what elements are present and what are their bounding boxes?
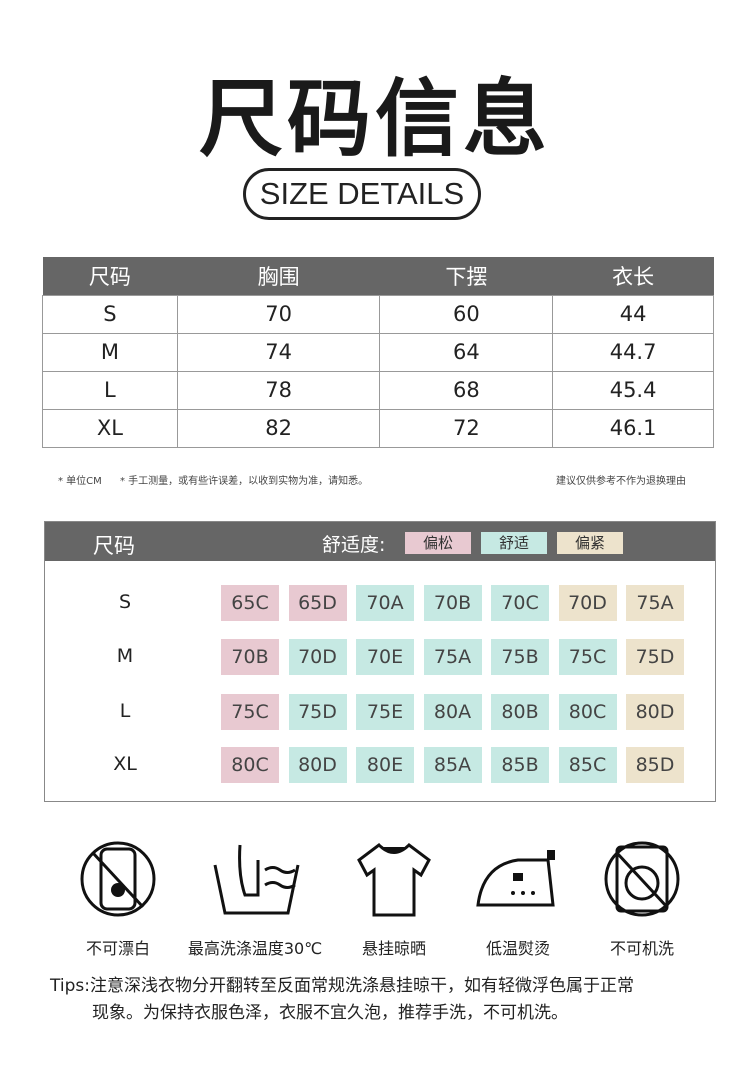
fit-cell: 65C xyxy=(221,585,279,621)
fit-cell: 75D xyxy=(288,694,347,730)
no-bleach-icon xyxy=(73,835,163,920)
fit-cell: 70D xyxy=(558,585,617,621)
table-row: M 74 64 44.7 xyxy=(42,332,714,372)
table-cell: 45.4 xyxy=(552,370,714,410)
table-cell: 44.7 xyxy=(552,332,714,372)
note-unit: * 单位CM xyxy=(58,476,102,487)
fit-table-header: 尺码 舒适度: 偏松 舒适 偏紧 xyxy=(45,522,715,561)
size-table: 尺码 胸围 下摆 衣长 S 70 60 44 M 74 64 44.7 L 78 68 45.4 XL 82 72 4… xyxy=(42,257,714,448)
fit-cell: 70B xyxy=(221,639,279,675)
fit-cell: 80C xyxy=(221,747,279,783)
fit-cell: 80E xyxy=(356,747,414,783)
hand-wash-icon xyxy=(210,835,300,920)
hang-dry-icon xyxy=(349,835,439,920)
fit-cell: 70C xyxy=(491,585,549,621)
tips-line-1: Tips:注意深浅衣物分开翻转至反面常规洗涤悬挂晾干，如有轻微浮色属于正常 xyxy=(50,976,634,996)
table-cell: 68 xyxy=(379,370,554,410)
table-cell: 78 xyxy=(176,370,381,410)
table-row: S 70 60 44 xyxy=(42,294,714,334)
legend-2: 偏紧 xyxy=(557,532,623,554)
table-cell: 44 xyxy=(552,294,714,334)
care-label: 不可机洗 xyxy=(609,939,674,958)
fit-size-header: 尺码 xyxy=(93,534,135,558)
fit-row-size: S xyxy=(118,591,132,613)
fit-row-size: M xyxy=(116,645,134,667)
fit-cell: 85B xyxy=(491,747,549,783)
note-measure: * 手工测量，或有些许误差，以收到实物为准，请知悉。 xyxy=(120,476,369,487)
fit-row-size: XL xyxy=(113,753,137,775)
column-header: 胸围 xyxy=(177,257,380,295)
fit-cell: 75C xyxy=(221,694,279,730)
fit-cell: 75D xyxy=(626,639,684,675)
fit-cell: 75C xyxy=(558,639,617,675)
table-row: XL 82 72 46.1 xyxy=(42,408,714,448)
fit-cell: 75A xyxy=(626,585,684,621)
care-label: 悬挂晾晒 xyxy=(361,939,426,958)
care-label: 不可漂白 xyxy=(85,939,150,958)
page-title: 尺码信息 xyxy=(198,70,551,168)
legend-1: 舒适 xyxy=(481,532,547,554)
care-label: 低温熨烫 xyxy=(485,939,550,958)
table-cell: 70 xyxy=(176,294,381,334)
low-iron-icon xyxy=(473,835,563,920)
fit-cell: 85A xyxy=(423,747,482,783)
table-cell: 46.1 xyxy=(552,408,714,448)
no-machine-wash-icon xyxy=(597,835,687,920)
table-cell: S xyxy=(42,294,178,334)
table-row: L 78 68 45.4 xyxy=(42,370,714,410)
fit-row-size: L xyxy=(119,700,131,722)
note-disclaimer: 建议仅供参考不作为退换理由 xyxy=(556,476,686,487)
fit-cell: 65D xyxy=(288,585,347,621)
column-header: 尺码 xyxy=(42,257,178,295)
table-cell: 60 xyxy=(379,294,554,334)
tips-line-2: 现象。为保持衣服色泽，衣服不宜久泡，推荐手洗，不可机洗。 xyxy=(92,1003,568,1023)
fit-cell: 70D xyxy=(288,639,347,675)
fit-table: 尺码 舒适度: 偏松 舒适 偏紧 S 65C 65D 70A 70B 70C 70D 75A M 70… xyxy=(44,521,716,802)
fit-cell: 70E xyxy=(356,639,414,675)
table-cell: 74 xyxy=(176,332,381,372)
table-cell: 64 xyxy=(379,332,554,372)
care-label: 最高洗涤温度30℃ xyxy=(187,939,323,958)
fit-cell: 80D xyxy=(626,694,684,730)
table-cell: M xyxy=(42,332,178,372)
fit-cell: 85D xyxy=(626,747,684,783)
comfort-label: 舒适度: xyxy=(322,534,386,556)
column-header: 衣长 xyxy=(552,257,714,295)
fit-cell: 75E xyxy=(356,694,414,730)
fit-cell: 80C xyxy=(558,694,617,730)
subtitle-pill: SIZE DETAILS xyxy=(243,168,481,220)
fit-cell: 70B xyxy=(423,585,482,621)
table-cell: XL xyxy=(42,408,178,448)
table-cell: 72 xyxy=(379,408,554,448)
fit-cell: 70A xyxy=(356,585,414,621)
fit-cell: 75B xyxy=(491,639,549,675)
fit-cell: 80A xyxy=(423,694,482,730)
table-cell: 82 xyxy=(176,408,381,448)
fit-cell: 85C xyxy=(558,747,617,783)
legend-0: 偏松 xyxy=(405,532,471,554)
fit-cell: 75A xyxy=(423,639,482,675)
table-cell: L xyxy=(42,370,178,410)
fit-cell: 80D xyxy=(288,747,347,783)
column-header: 下摆 xyxy=(379,257,553,295)
fit-cell: 80B xyxy=(491,694,549,730)
